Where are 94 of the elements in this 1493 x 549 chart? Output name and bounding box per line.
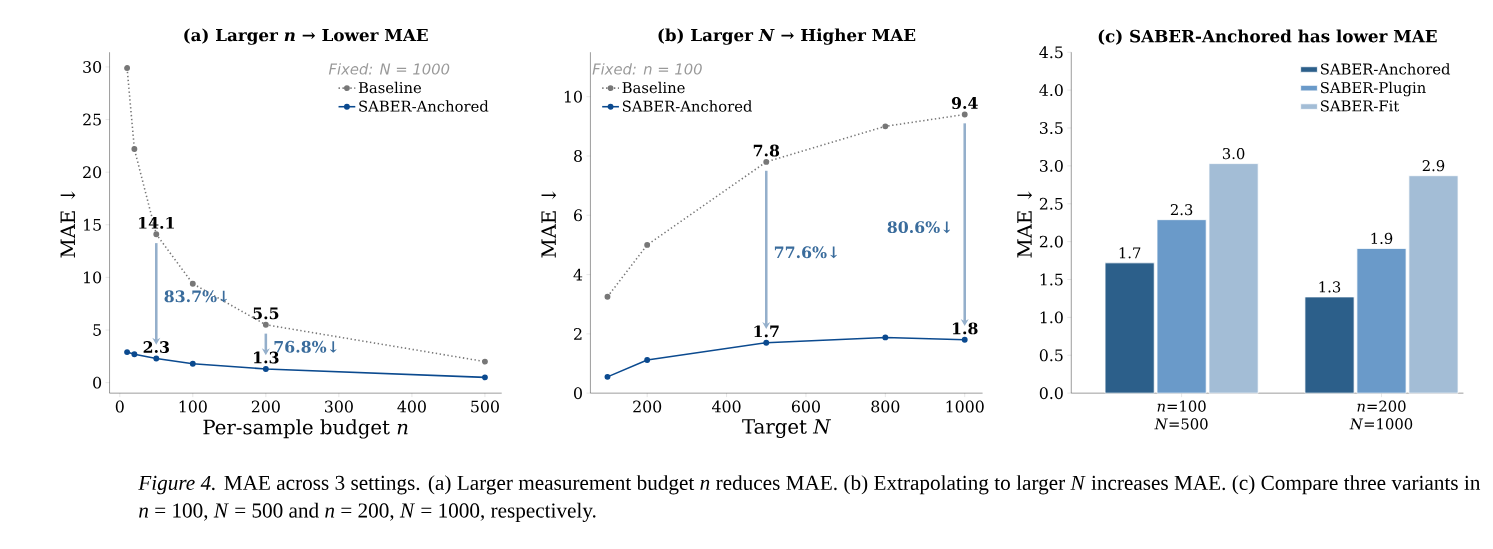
y-tick-label: 8 [574,150,582,163]
point [189,280,196,287]
y-tick-label: 4.0 [1039,84,1063,97]
y-tick-label: 20 [83,166,102,179]
x-tick-label: 500 [471,400,499,413]
x-tick-label: 100 [179,400,207,413]
point [153,355,160,362]
point [882,334,889,341]
y-tick-label: 2.5 [1039,197,1063,210]
y-tick-label: 5 [93,324,101,336]
y-tick-label: 3.5 [1039,122,1063,135]
point [262,366,269,372]
point [131,351,138,358]
point [124,65,131,72]
data-label: 2.3 [1170,204,1193,216]
y-tick-label: 0.5 [1039,349,1063,362]
x-tick-label: 300 [325,400,353,413]
legend-label: SABER-Anchored [359,100,489,112]
y-tick-label: 1.0 [1040,311,1063,324]
legend-title: Fixed: N = 1000 [328,63,450,75]
y-tick-label: 15 [84,218,101,231]
x-tick-label: 0 [115,400,124,413]
chart-title: (a) Larger n → Lower MAE [184,28,428,45]
legend-label: Baseline [358,81,422,94]
x-tick-label: 600 [791,400,820,413]
x-tick-label: 400 [712,400,741,413]
x-tick-label: 200 [251,400,280,413]
data-label: 5.5 [253,307,279,320]
data-label: 7.8 [753,144,780,157]
y-tick-label: 2.0 [1039,235,1063,248]
data-label: 1.3 [1319,281,1341,293]
data-label: 1.7 [754,325,779,338]
data-label: 9.4 [951,97,978,110]
annotation: 76.8%↓ [274,340,337,353]
y-tick-label: 25 [83,113,101,126]
annotation: 77.6%↓ [774,246,837,259]
point [604,293,611,300]
y-tick-label: 0 [574,387,582,400]
point [131,146,138,153]
x-tick-label: 800 [871,400,900,413]
point [882,123,889,130]
x-tick-label: n=200 N=1000 [1349,400,1413,430]
point [644,242,651,248]
y-tick-label: 6 [574,209,583,222]
y-axis-title: MAE ↓ [541,191,557,258]
legend-label: SABER-Fit [1321,100,1400,112]
y-tick-label: 0.0 [1039,387,1063,400]
y-tick-label: 4.5 [1039,46,1063,59]
chart-title: (c) SABER-Anchored has lower MAE [1098,29,1437,45]
data-label: 2.9 [1422,160,1445,172]
chart-title: (b) Larger N → Higher MAE [658,28,916,45]
point [262,321,269,328]
x-tick-label: n=100 N=500 [1154,400,1208,430]
data-label: 1.7 [1119,247,1141,259]
y-axis-title: MAE ↓ [60,191,76,258]
legend-label: Baseline [622,81,685,94]
legend-label: SABER-Plugin [1321,81,1426,97]
y-tick-label: 1.5 [1040,273,1063,286]
point [153,231,160,238]
point [961,111,968,118]
x-axis-title: Per-sample budget n [203,419,408,439]
legend-label: SABER-Anchored [1321,63,1451,75]
data-label: 14.1 [139,216,174,229]
point [604,373,611,380]
point [644,357,651,363]
y-tick-label: 4 [573,268,583,281]
data-label: 3.0 [1222,148,1245,160]
data-label: 2.3 [143,341,169,354]
point [763,159,770,165]
point [961,336,968,343]
annotation: 83.7%↓ [164,290,227,303]
data-label: 1.3 [254,351,279,364]
y-tick-label: 3.0 [1039,159,1063,172]
point [481,358,488,365]
y-tick-label: 0 [93,376,102,389]
point [189,360,196,367]
point [124,349,131,356]
legend-label: SABER-Anchored [622,100,752,112]
y-axis-title: MAE ↓ [1017,191,1033,258]
y-tick-label: 30 [83,61,102,73]
y-tick-label: 10 [564,90,582,103]
y-tick-label: 2 [574,328,582,340]
x-tick-label: 400 [397,400,426,413]
annotation: 80.6%↓ [887,221,950,234]
point [763,339,770,346]
x-tick-label: 1000 [946,400,984,413]
data-label: 1.9 [1371,232,1393,245]
x-tick-label: 200 [633,400,662,413]
text: Figure 4. MAE across 3 settings. (a) Larger measurement budget n reduces MAE. (b) Extrapolating to larger N increases MAE. (c) Compare three variants in n = 100, N = 500 and n = 200, N = 1000, respectively. [138,475,1481,523]
x-axis-title: Target N [742,419,832,439]
point [481,374,488,381]
legend-title: Fixed: n = 100 [592,63,702,75]
y-tick-label: 10 [84,271,102,284]
data-label: 1.8 [952,322,978,335]
